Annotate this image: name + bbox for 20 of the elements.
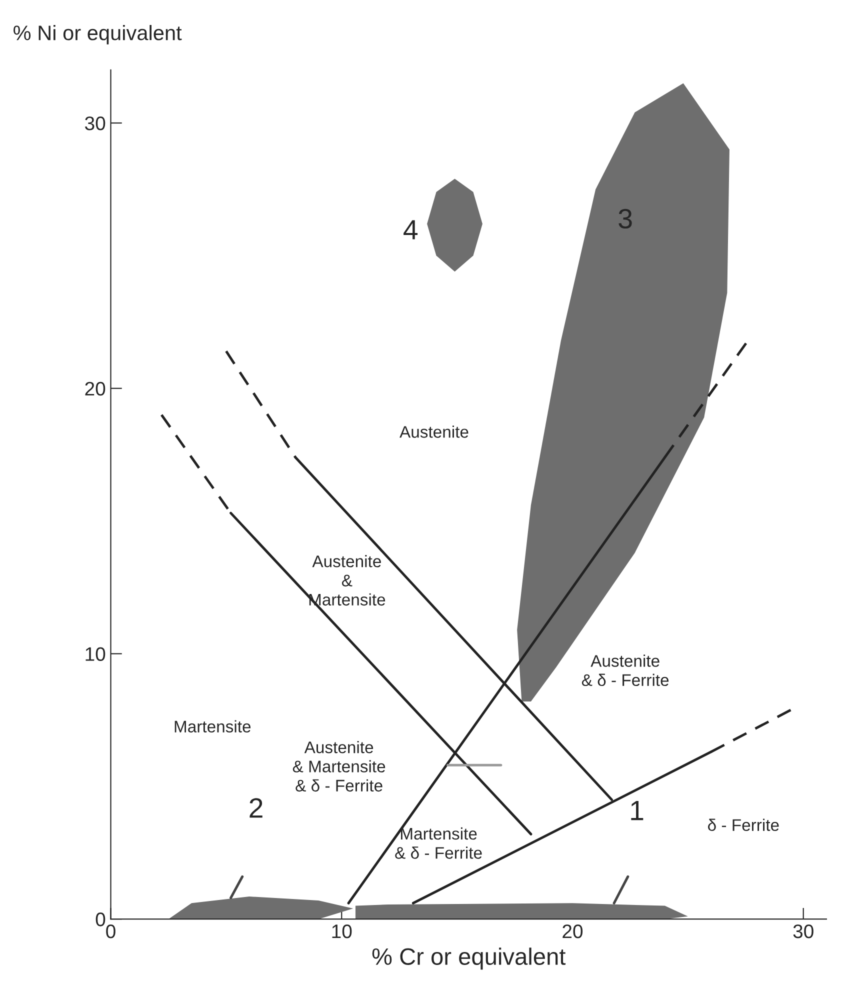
- annotation: 2: [250, 798, 262, 818]
- annotation: Austenite: [400, 426, 468, 438]
- y-tick-label: 20: [85, 382, 106, 396]
- y-tick-label: 30: [85, 116, 106, 130]
- x-tick-label: 10: [332, 924, 352, 938]
- x-tick-label: 30: [793, 924, 814, 938]
- x-axis-title: % Cr or equivalent: [372, 948, 566, 970]
- annotation: 1: [631, 801, 644, 820]
- annotation: Martensite & δ - Ferrite: [395, 827, 482, 859]
- y-tick-label: 0: [96, 912, 106, 926]
- x-tick-label: 0: [106, 924, 116, 938]
- annotation: 3: [618, 208, 632, 229]
- annotation: Austenite & Martensite & δ - Ferrite: [292, 741, 386, 792]
- x-tick-label: 20: [562, 924, 583, 938]
- y-axis-title: % Ni or equivalent: [14, 24, 182, 44]
- y-tick-label: 10: [86, 647, 106, 661]
- annotation: δ - Ferrite: [708, 818, 779, 831]
- annotation: Martensite: [174, 720, 251, 732]
- annotation: 4: [404, 220, 418, 240]
- annotation: Austenite & δ - Ferrite: [582, 654, 669, 686]
